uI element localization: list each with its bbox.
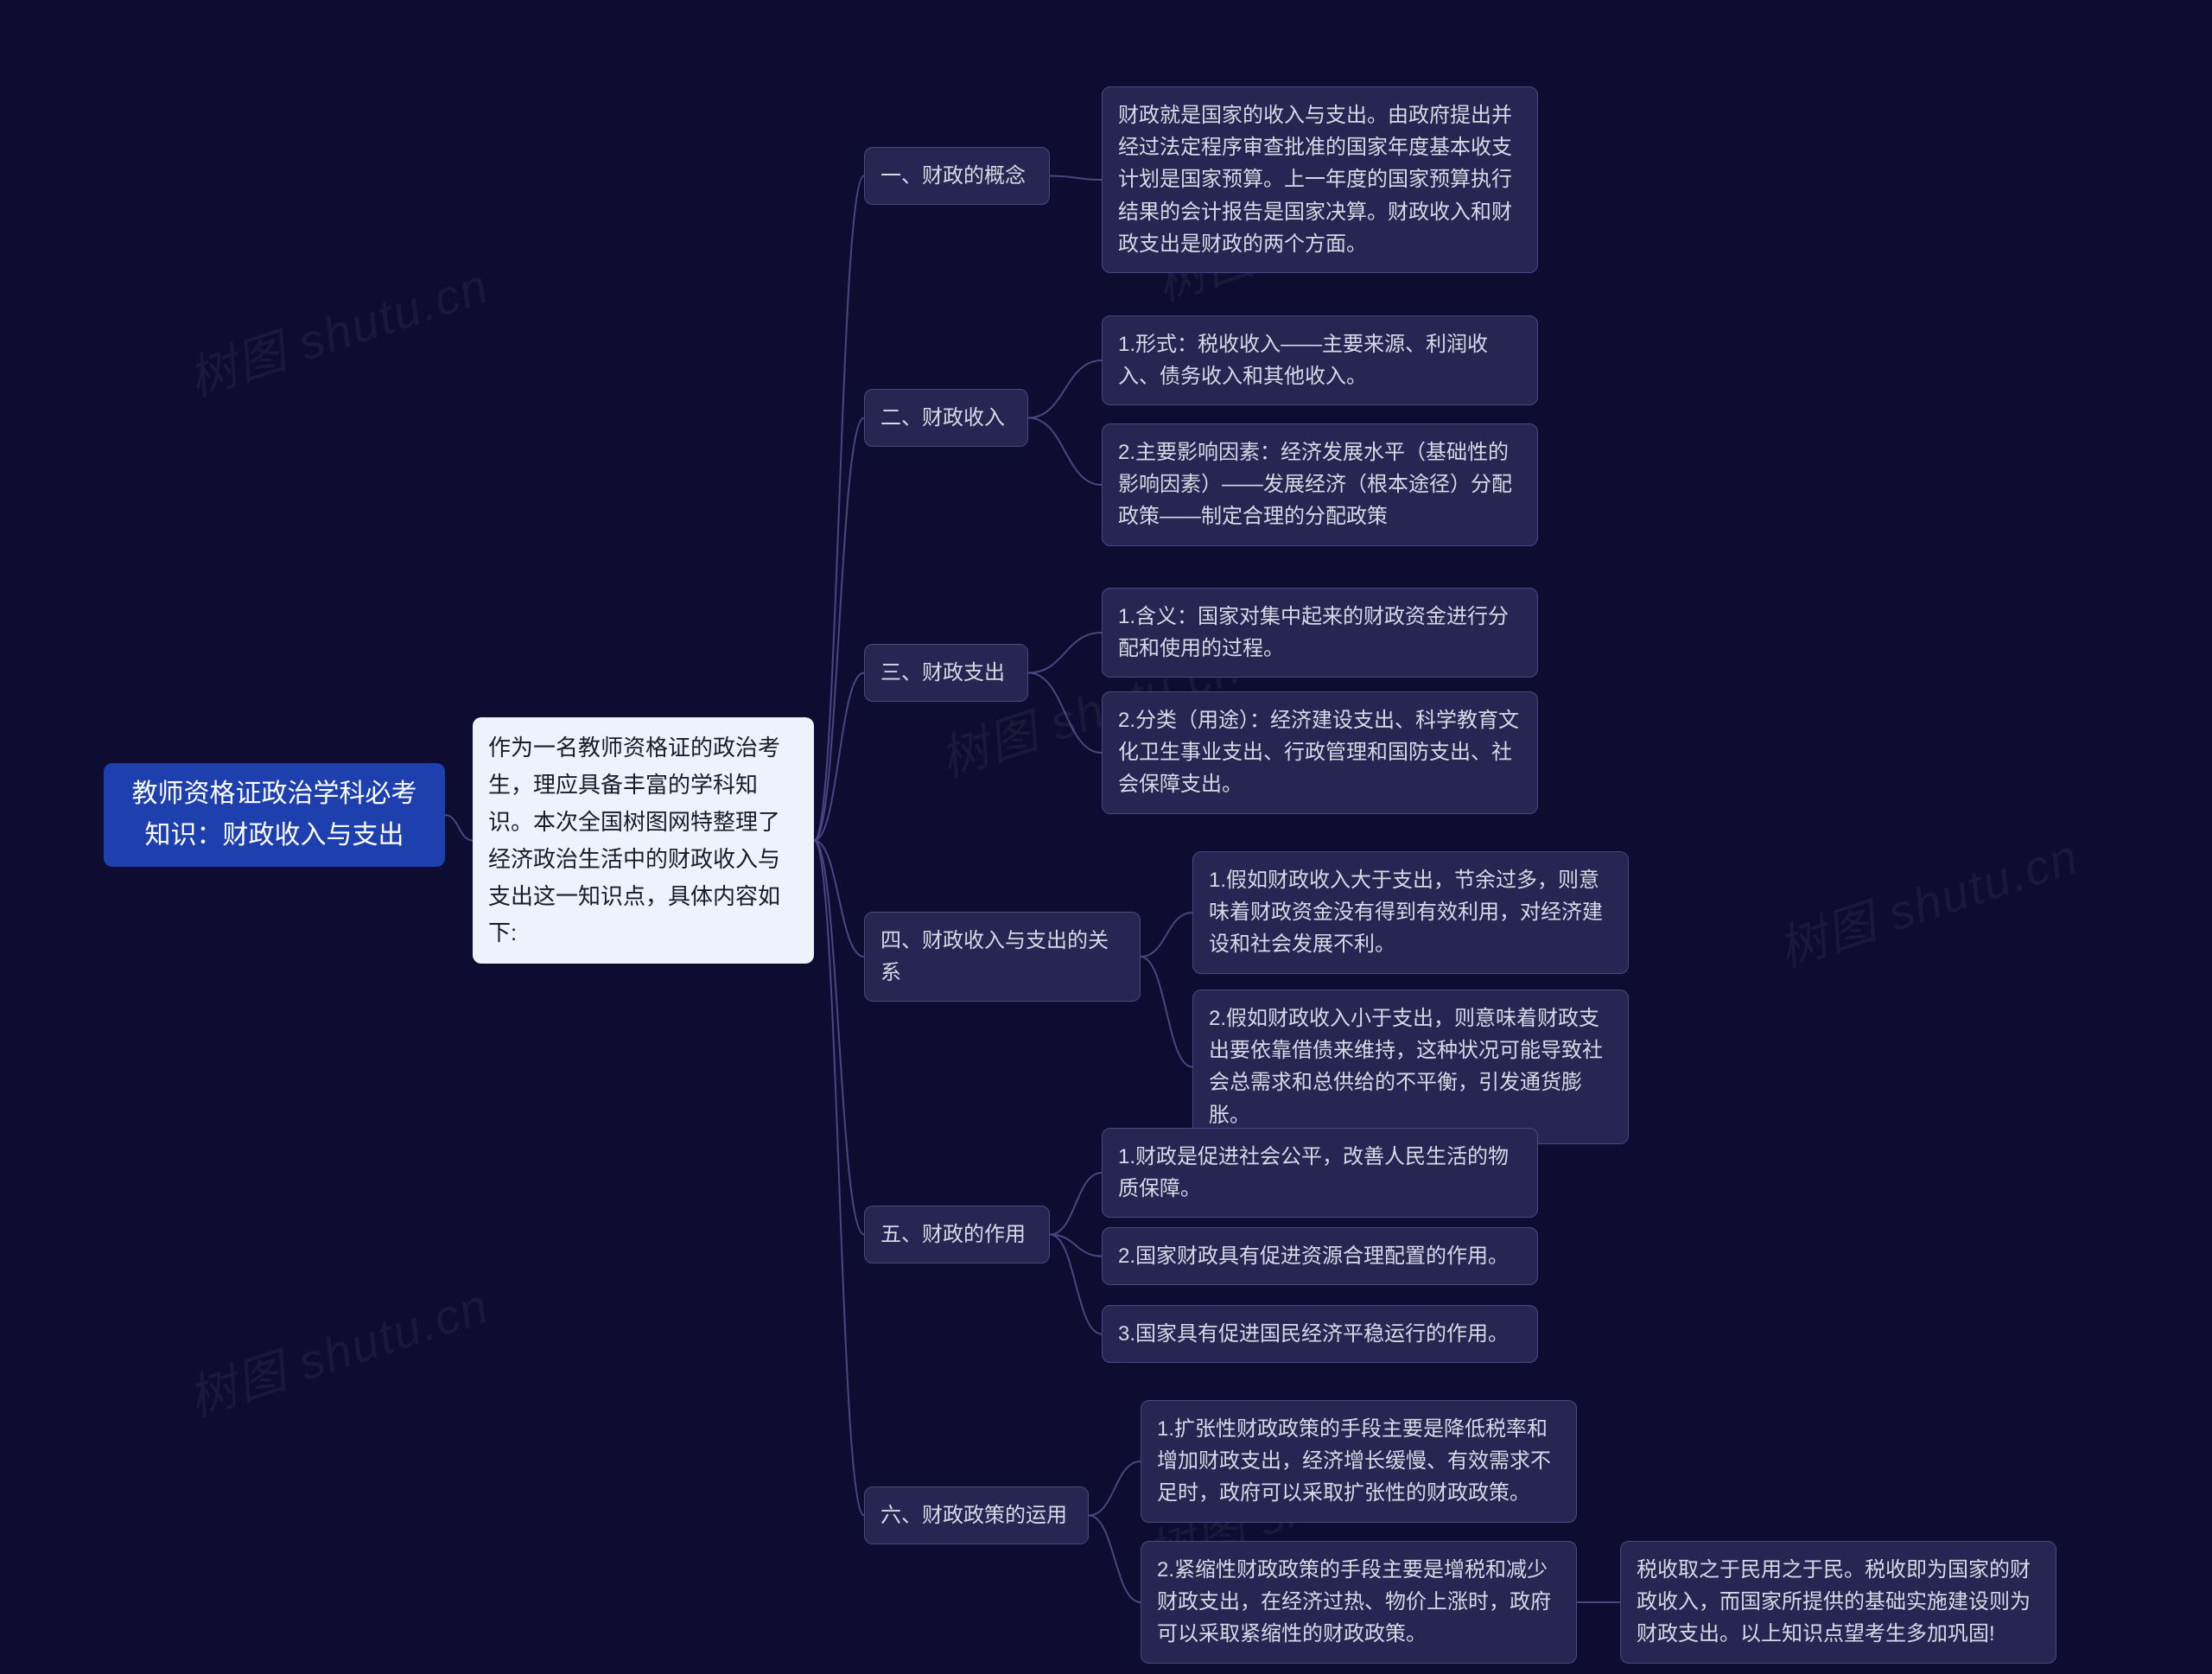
branch-6[interactable]: 六、财政政策的运用: [864, 1486, 1089, 1544]
branch-2[interactable]: 二、财政收入: [864, 389, 1028, 447]
connector: [1089, 1516, 1141, 1603]
watermark: 树图 shutu.cn: [178, 1267, 497, 1430]
connector: [1028, 673, 1102, 754]
connector: [814, 841, 864, 958]
connector: [1050, 1235, 1102, 1257]
branch-4-child-2-text: 2.假如财政收入小于支出，则意味着财政支出要依靠借债来维持，这种状况可能导致社会…: [1209, 1007, 1603, 1127]
branch-6-child-2-sub-1-text: 税收取之于民用之于民。税收即为国家的财政收入，而国家所提供的基础实施建设则为财政…: [1637, 1558, 2031, 1645]
connector: [1028, 418, 1102, 486]
branch-6-child-1[interactable]: 1.扩张性财政政策的手段主要是降低税率和增加财政支出，经济增长缓慢、有效需求不足…: [1141, 1400, 1577, 1523]
branch-5-child-3[interactable]: 3.国家具有促进国民经济平稳运行的作用。: [1102, 1305, 1538, 1363]
connector: [814, 673, 864, 841]
branch-6-text: 六、财政政策的运用: [880, 1504, 1067, 1527]
intro-node[interactable]: 作为一名教师资格证的政治考生，理应具备丰富的学科知识。本次全国树图网特整理了经济…: [473, 717, 814, 964]
branch-2-text: 二、财政收入: [880, 406, 1005, 430]
branch-3-child-2[interactable]: 2.分类（用途）：经济建设支出、科学教育文化卫生事业支出、行政管理和国防支出、社…: [1102, 691, 1538, 814]
branch-5-child-2-text: 2.国家财政具有促进资源合理配置的作用。: [1118, 1244, 1509, 1268]
branch-2-child-1-text: 1.形式：税收收入——主要来源、利润收入、债务收入和其他收入。: [1118, 333, 1488, 388]
branch-6-child-2-text: 2.紧缩性财政政策的手段主要是增税和减少财政支出，在经济过热、物价上涨时，政府可…: [1157, 1558, 1551, 1645]
connector: [1141, 957, 1192, 1067]
branch-5[interactable]: 五、财政的作用: [864, 1206, 1050, 1263]
connector: [814, 418, 864, 841]
branch-5-child-1[interactable]: 1.财政是促进社会公平，改善人民生活的物质保障。: [1102, 1128, 1538, 1218]
branch-1-child-1[interactable]: 财政就是国家的收入与支出。由政府提出并经过法定程序审查批准的国家年度基本收支计划…: [1102, 86, 1538, 273]
branch-4-child-2[interactable]: 2.假如财政收入小于支出，则意味着财政支出要依靠借债来维持，这种状况可能导致社会…: [1192, 990, 1629, 1144]
branch-5-child-2[interactable]: 2.国家财政具有促进资源合理配置的作用。: [1102, 1227, 1538, 1285]
branch-1[interactable]: 一、财政的概念: [864, 147, 1050, 205]
branch-4[interactable]: 四、财政收入与支出的关系: [864, 912, 1141, 1002]
connector: [1028, 360, 1102, 418]
branch-5-child-3-text: 3.国家具有促进国民经济平稳运行的作用。: [1118, 1322, 1509, 1346]
connector: [1028, 633, 1102, 673]
branch-3-child-2-text: 2.分类（用途）：经济建设支出、科学教育文化卫生事业支出、行政管理和国防支出、社…: [1118, 709, 1519, 796]
branch-3-child-1[interactable]: 1.含义：国家对集中起来的财政资金进行分配和使用的过程。: [1102, 588, 1538, 678]
connector: [1050, 1235, 1102, 1334]
intro-node-text: 作为一名教师资格证的政治考生，理应具备丰富的学科知识。本次全国树图网特整理了经济…: [488, 735, 780, 945]
branch-2-child-1[interactable]: 1.形式：税收收入——主要来源、利润收入、债务收入和其他收入。: [1102, 315, 1538, 405]
watermark: 树图 shutu.cn: [178, 247, 497, 411]
branch-2-child-2[interactable]: 2.主要影响因素：经济发展水平（基础性的影响因素）——发展经济（根本途径）分配政…: [1102, 423, 1538, 546]
branch-4-child-1-text: 1.假如财政收入大于支出，节余过多，则意味着财政资金没有得到有效利用，对经济建设…: [1209, 869, 1603, 956]
root-node[interactable]: 教师资格证政治学科必考知识：财政收入与支出: [104, 763, 445, 867]
branch-6-child-1-text: 1.扩张性财政政策的手段主要是降低税率和增加财政支出，经济增长缓慢、有效需求不足…: [1157, 1417, 1551, 1505]
branch-1-child-1-text: 财政就是国家的收入与支出。由政府提出并经过法定程序审查批准的国家年度基本收支计划…: [1118, 104, 1512, 256]
connector: [1050, 1173, 1102, 1235]
branch-3[interactable]: 三、财政支出: [864, 644, 1028, 702]
branch-5-text: 五、财政的作用: [880, 1223, 1026, 1246]
connector: [1089, 1461, 1141, 1516]
mindmap-canvas: 树图 shutu.cn树图 shutu.cn树图 shutu.cn树图 shut…: [0, 0, 2212, 1674]
branch-4-child-1[interactable]: 1.假如财政收入大于支出，节余过多，则意味着财政资金没有得到有效利用，对经济建设…: [1192, 851, 1629, 974]
root-node-text: 教师资格证政治学科必考知识：财政收入与支出: [119, 773, 429, 856]
branch-3-text: 三、财政支出: [880, 661, 1005, 684]
connector: [814, 841, 864, 1516]
branch-6-child-2-sub-1[interactable]: 税收取之于民用之于民。税收即为国家的财政收入，而国家所提供的基础实施建设则为财政…: [1620, 1541, 2056, 1664]
branch-3-child-1-text: 1.含义：国家对集中起来的财政资金进行分配和使用的过程。: [1118, 605, 1509, 660]
branch-2-child-2-text: 2.主要影响因素：经济发展水平（基础性的影响因素）——发展经济（根本途径）分配政…: [1118, 441, 1512, 528]
connector: [814, 841, 864, 1235]
connector: [1141, 913, 1192, 957]
branch-4-text: 四、财政收入与支出的关系: [880, 929, 1109, 984]
connector: [1050, 176, 1102, 181]
watermark: 树图 shutu.cn: [1768, 818, 2087, 981]
branch-5-child-1-text: 1.财政是促进社会公平，改善人民生活的物质保障。: [1118, 1145, 1509, 1200]
connector: [814, 176, 864, 841]
branch-1-text: 一、财政的概念: [880, 164, 1026, 188]
connector: [445, 815, 473, 841]
branch-6-child-2[interactable]: 2.紧缩性财政政策的手段主要是增税和减少财政支出，在经济过热、物价上涨时，政府可…: [1141, 1541, 1577, 1664]
